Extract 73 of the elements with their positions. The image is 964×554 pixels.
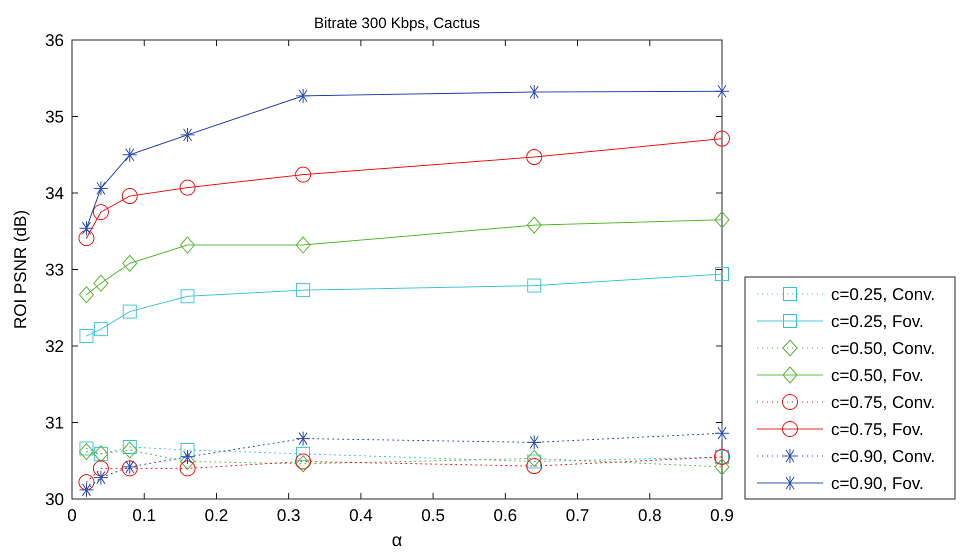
point (93, 470, 108, 486)
y-tick-label: 32 (45, 337, 64, 356)
point (122, 254, 138, 272)
point (714, 84, 730, 99)
point (714, 426, 730, 441)
y-axis-title: ROI PSNR (dB) (11, 210, 30, 330)
point (296, 446, 310, 461)
x-tick-label: 0.8 (638, 506, 662, 525)
point (180, 180, 196, 196)
point (180, 127, 196, 142)
legend-label: c=0.25, Fov. (831, 312, 924, 331)
point (94, 322, 108, 336)
point (295, 166, 312, 183)
point (714, 458, 730, 476)
legend-label: c=0.50, Fov. (831, 366, 924, 385)
point (526, 84, 542, 100)
point (526, 458, 542, 474)
y-tick-label: 34 (45, 184, 64, 203)
legend-label: c=0.25, Conv. (831, 285, 936, 304)
x-tick-label: 0.2 (204, 506, 228, 525)
point (78, 482, 94, 498)
point (180, 443, 195, 458)
x-tick-label: 0.3 (276, 506, 300, 525)
point (180, 236, 196, 254)
point (122, 442, 138, 459)
y-tick-label: 35 (45, 108, 64, 126)
point (526, 450, 542, 467)
y-tick-label: 33 (45, 260, 64, 280)
point (526, 434, 542, 450)
point (296, 236, 311, 254)
chart-title: Bitrate 300 Kbps, Cactus (314, 15, 480, 32)
point (714, 130, 730, 147)
point (93, 180, 108, 196)
point (78, 443, 94, 460)
point (526, 149, 542, 166)
y-tick-label: 36 (45, 31, 64, 50)
legend-label: c=0.90, Fov. (831, 474, 924, 493)
point (715, 267, 729, 282)
point (79, 329, 94, 344)
point (92, 460, 109, 476)
point (122, 304, 137, 319)
x-tick-label: 0.6 (494, 506, 518, 525)
point (296, 431, 311, 446)
point (180, 453, 196, 470)
x-tick-label: 0.1 (132, 506, 156, 525)
point (296, 283, 310, 298)
y-tick-label: 31 (45, 414, 64, 432)
y-tick-label: 30 (45, 490, 64, 509)
x-tick-label: 0 (67, 506, 77, 525)
point (122, 188, 138, 204)
point (78, 474, 94, 490)
legend-label: c=0.90, Conv. (831, 447, 936, 466)
point (92, 204, 109, 220)
x-axis-title: α (392, 530, 402, 550)
point (714, 211, 730, 228)
point (296, 88, 311, 104)
x-tick-label: 0.9 (710, 506, 734, 525)
point (180, 289, 195, 304)
point (180, 460, 196, 476)
x-tick-label: 0.4 (349, 506, 373, 525)
legend-label: c=0.75, Fov. (831, 420, 924, 439)
point (527, 278, 542, 293)
point (122, 147, 138, 162)
point (78, 220, 94, 236)
x-tick-label: 0.7 (566, 506, 590, 525)
point (180, 449, 196, 464)
point (78, 230, 94, 246)
point (78, 286, 94, 304)
x-tick-label: 0.5 (421, 506, 445, 525)
legend-label: c=0.50, Conv. (831, 339, 936, 358)
point (526, 216, 542, 234)
legend-label: c=0.75, Conv. (831, 393, 936, 412)
point (93, 274, 108, 292)
